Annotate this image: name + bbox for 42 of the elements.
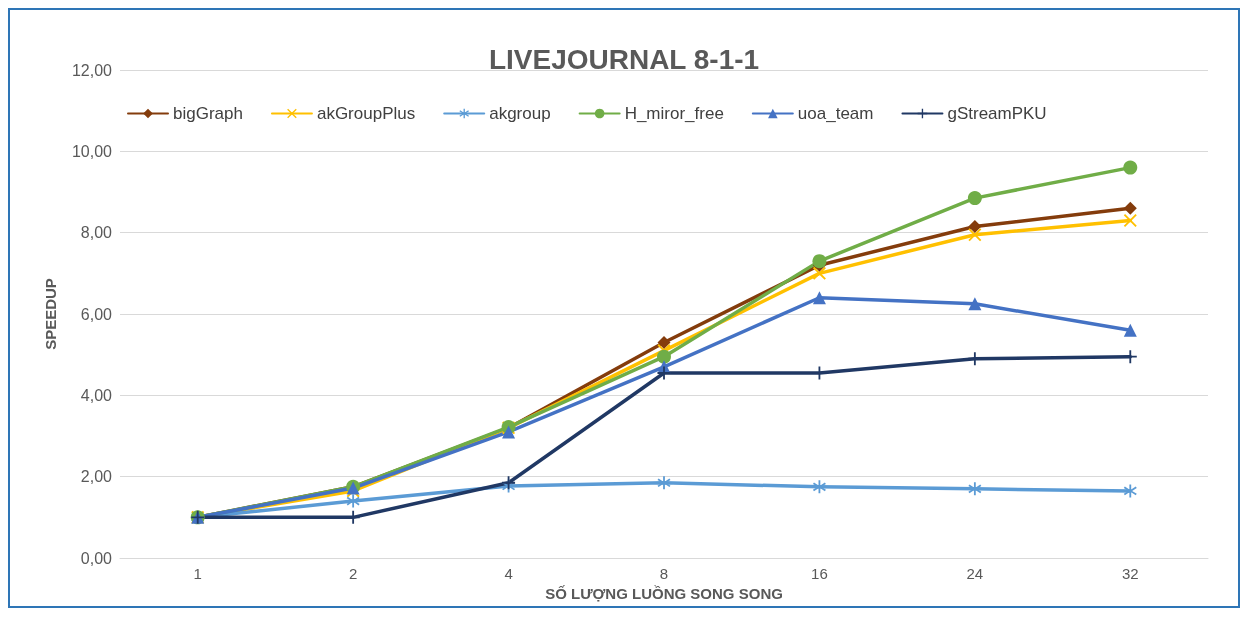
- point: [657, 349, 671, 364]
- point: [657, 476, 671, 490]
- point: [968, 482, 982, 496]
- point: [968, 228, 982, 242]
- point: [812, 254, 827, 269]
- y-tick-label: 10,00: [71, 142, 113, 160]
- legend-label: H_miror_free: [624, 104, 724, 123]
- legend-label: bigGraph: [173, 104, 243, 123]
- point: [346, 494, 360, 508]
- x-axis-title: SỐ LƯỢNG LUỒNG SONG SONG: [545, 584, 783, 602]
- y-tick-label: 6,00: [80, 305, 113, 323]
- point: [812, 266, 826, 280]
- x-tick-label: 16: [811, 565, 828, 582]
- point: [1123, 213, 1137, 227]
- legend-label: uoa_team: [797, 104, 874, 123]
- x-tick-label: 8: [659, 565, 669, 582]
- x-tick-label: 32: [1121, 565, 1139, 582]
- point: [1123, 484, 1137, 498]
- y-tick-label: 2,00: [80, 468, 113, 486]
- x-tick-label: 24: [966, 565, 984, 582]
- legend-label: gStreamPKU: [947, 104, 1047, 123]
- point: [812, 291, 826, 305]
- x-tick-label: 2: [348, 565, 358, 582]
- point: [657, 335, 671, 349]
- legend-label: akgroup: [489, 104, 551, 123]
- y-tick-label: 12,00: [71, 61, 113, 79]
- y-tick-label: 8,00: [80, 224, 113, 242]
- legend-label: akGroupPlus: [316, 104, 416, 123]
- point: [1123, 201, 1137, 215]
- y-axis-title: SPEEDUP: [42, 278, 59, 350]
- point: [657, 366, 671, 380]
- y-tick-label: 4,00: [80, 386, 113, 404]
- point: [968, 297, 982, 311]
- point: [967, 191, 982, 206]
- point: [968, 220, 982, 234]
- point: [1123, 323, 1137, 337]
- chart-title: LIVEJOURNAL 8-1-1: [488, 43, 760, 75]
- y-tick-label: 0,00: [80, 549, 113, 567]
- x-tick-label: 1: [193, 565, 202, 582]
- point: [502, 425, 516, 439]
- point: [1123, 160, 1138, 175]
- x-tick-label: 4: [504, 565, 513, 582]
